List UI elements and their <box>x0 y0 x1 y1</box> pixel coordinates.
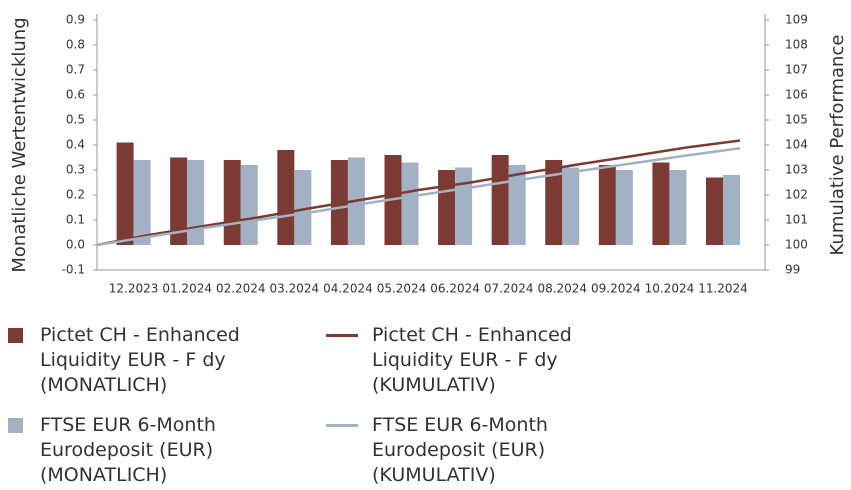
bar <box>669 170 687 245</box>
y-tick-label: 0.1 <box>66 213 85 227</box>
x-tick-label: 12.2023 <box>109 282 159 296</box>
legend-label: Pictet CH - Enhanced Liquidity EUR - F d… <box>40 324 240 396</box>
legend-item: FTSE EUR 6-Month Eurodeposit (EUR) (MONA… <box>8 413 290 488</box>
legend-label: FTSE EUR 6-Month Eurodeposit (EUR) (MONA… <box>40 414 216 486</box>
line <box>96 147 741 247</box>
x-tick-label: 03.2024 <box>270 282 320 296</box>
legend-item: FTSE EUR 6-Month Eurodeposit (EUR) (KUMU… <box>326 413 622 488</box>
bar <box>240 165 258 245</box>
bar <box>438 170 456 245</box>
y-tick-label: 0.2 <box>66 188 85 202</box>
bar <box>401 162 419 245</box>
y-tick-label: 0.7 <box>66 63 85 77</box>
x-tick-label: 01.2024 <box>162 282 212 296</box>
legend-swatch <box>8 328 23 343</box>
legend-label: Pictet CH - Enhanced Liquidity EUR - F d… <box>372 324 572 396</box>
bar <box>187 160 205 245</box>
bar <box>116 142 134 245</box>
x-tick-label: 11.2024 <box>698 282 748 296</box>
x-tick-label: 10.2024 <box>645 282 695 296</box>
y2-tick-label: 104 <box>785 138 808 152</box>
bar <box>545 160 563 245</box>
y2-tick-label: 103 <box>785 163 808 177</box>
bar <box>598 165 616 245</box>
y-tick-label: -0.1 <box>62 263 85 277</box>
y2-tick-label: 106 <box>785 88 808 102</box>
chart: Monatliche Wertentwicklung Kumulative Pe… <box>9 13 848 296</box>
legend-item: Pictet CH - Enhanced Liquidity EUR - F d… <box>8 323 290 398</box>
bar <box>133 160 151 245</box>
legend-swatch <box>326 424 358 427</box>
y2-tick-label: 107 <box>785 63 808 77</box>
legend-label: FTSE EUR 6-Month Eurodeposit (EUR) (KUMU… <box>372 414 548 486</box>
bar <box>223 160 241 245</box>
y2-tick-label: 99 <box>785 263 800 277</box>
bar <box>455 167 473 245</box>
bar <box>508 165 526 245</box>
y-tick-label: 0.8 <box>66 38 85 52</box>
y2-tick-label: 108 <box>785 38 808 52</box>
y-tick-label: 0.3 <box>66 163 85 177</box>
bar <box>491 155 509 245</box>
y-tick-label: 0.4 <box>66 138 85 152</box>
x-tick-label: 05.2024 <box>377 282 427 296</box>
y2-axis-title: Kumulative Performance <box>827 35 848 256</box>
y2-tick-label: 105 <box>785 113 808 127</box>
legend-item: Pictet CH - Enhanced Liquidity EUR - F d… <box>326 323 622 398</box>
x-tick-label: 06.2024 <box>430 282 480 296</box>
x-tick-label: 08.2024 <box>537 282 587 296</box>
line <box>96 139 741 247</box>
bar <box>170 157 188 245</box>
x-tick-label: 04.2024 <box>323 282 373 296</box>
x-tick-label: 07.2024 <box>484 282 534 296</box>
legend-swatch <box>326 334 358 337</box>
legend-swatch <box>8 418 23 433</box>
bar <box>706 177 723 245</box>
x-tick-label: 02.2024 <box>216 282 266 296</box>
y2-tick-label: 109 <box>785 13 808 27</box>
y2-tick-label: 102 <box>785 188 808 202</box>
y-tick-label: 0.9 <box>66 13 85 27</box>
bar <box>615 170 633 245</box>
bar <box>652 162 670 245</box>
bar <box>562 167 580 245</box>
bar <box>723 175 740 245</box>
y2-tick-label: 100 <box>785 238 808 252</box>
y-tick-label: 0.6 <box>66 88 85 102</box>
x-tick-label: 09.2024 <box>591 282 641 296</box>
y-tick-label: 0.5 <box>66 113 85 127</box>
y-tick-label: 0.0 <box>66 238 85 252</box>
bar <box>277 150 295 245</box>
bar <box>294 170 312 245</box>
y2-tick-label: 101 <box>785 213 808 227</box>
y-axis-title: Monatliche Wertentwicklung <box>9 17 30 272</box>
